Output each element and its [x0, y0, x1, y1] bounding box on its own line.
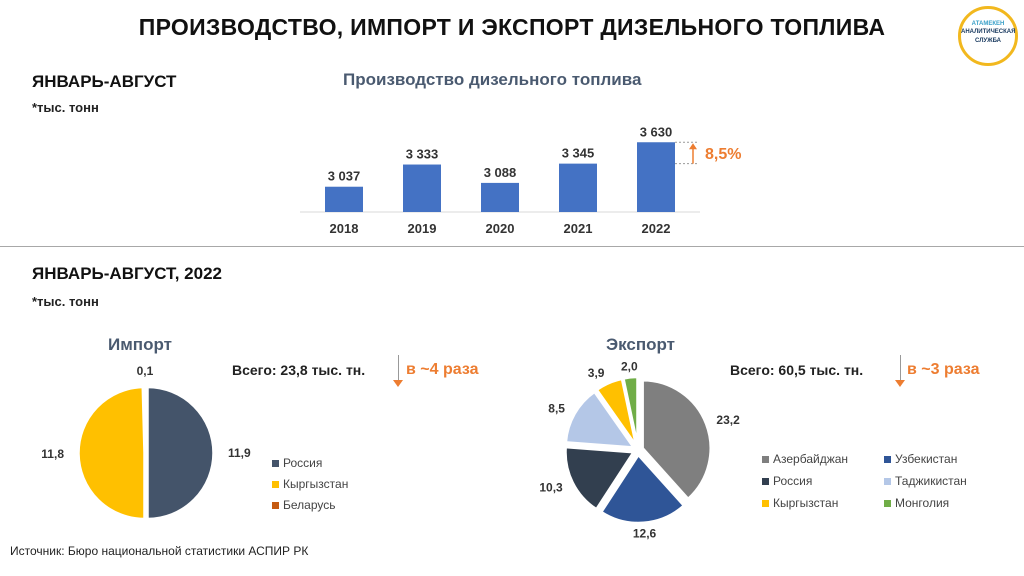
- pie-slice-Азербайджан: [641, 378, 712, 501]
- pie-value-label: 0,1: [137, 364, 154, 378]
- import-divider-line: [398, 355, 399, 385]
- legend-label: Россия: [283, 456, 322, 470]
- pie-slice-Россия: [564, 445, 636, 511]
- bar-category-label: 2022: [642, 221, 671, 236]
- pie-slice-Узбекистан: [599, 452, 686, 525]
- import-down-arrow-icon: [393, 380, 403, 387]
- pie-slice-Таджикистан: [564, 390, 637, 449]
- legend-label: Монголия: [895, 496, 949, 510]
- bar-category-label: 2018: [330, 221, 359, 236]
- bar-category-label: 2020: [486, 221, 515, 236]
- source-note: Источник: Бюро национальной статистики А…: [10, 544, 309, 558]
- pie-slice-Кыргызстан: [77, 385, 146, 521]
- bar-value-label: 3 333: [406, 147, 439, 162]
- legend-label: Таджикистан: [895, 474, 967, 488]
- logo-line-service: СЛУЖБА: [975, 38, 1001, 44]
- pie-slice-Беларусь: [142, 384, 148, 452]
- bar-2022: [637, 142, 675, 212]
- unit-label-bottom: *тыс. тонн: [32, 294, 99, 309]
- import-change: в ~4 раза: [406, 361, 479, 378]
- pie-value-label: 12,6: [633, 527, 657, 540]
- import-title: Импорт: [108, 335, 172, 354]
- legend-swatch: [272, 460, 279, 467]
- legend-swatch: [884, 456, 891, 463]
- bar-category-label: 2021: [564, 221, 593, 236]
- pie-value-label: 8,5: [548, 402, 565, 416]
- legend-swatch: [272, 502, 279, 509]
- page-title: ПРОИЗВОДСТВО, ИМПОРТ И ЭКСПОРТ ДИЗЕЛЬНОГ…: [138, 14, 886, 40]
- pie-value-label: 3,9: [588, 366, 605, 380]
- legend-label: Узбекистан: [895, 452, 957, 466]
- legend-label: Беларусь: [283, 498, 335, 512]
- import-legend: Россия Кыргызстан Беларусь: [272, 456, 348, 512]
- legend-swatch: [762, 456, 769, 463]
- bar-value-label: 3 630: [640, 124, 673, 139]
- pie-charts: 11,9 11,8 0,1 Россия Кыргызстан Беларусь 23,…: [41, 359, 967, 540]
- pie-slice-Кыргызстан: [595, 377, 638, 447]
- export-down-arrow-icon: [895, 380, 905, 387]
- bar-value-label: 3 088: [484, 165, 517, 180]
- change-arrow-head: [689, 143, 697, 150]
- legend-swatch: [272, 481, 279, 488]
- bar-2021: [559, 163, 597, 212]
- legend-label: Россия: [773, 474, 812, 488]
- production-chart-title: Производство дизельного топлива: [343, 70, 642, 89]
- logo-brand: АТАМЕКЕН: [971, 21, 1005, 27]
- pie-value-label: 11,9: [228, 446, 251, 460]
- legend-label: Кыргызстан: [283, 477, 348, 491]
- pie-slice-Монголия: [621, 375, 639, 446]
- import-pie-chart: 11,9 11,8 0,1: [41, 364, 251, 521]
- pie-value-label: 23,2: [716, 413, 740, 427]
- legend-label: Кыргызстан: [773, 496, 838, 510]
- atameken-logo: АТАМЕКЕН АНАЛИТИЧЕСКАЯ СЛУЖБА: [958, 6, 1018, 66]
- period-label-bottom: ЯНВАРЬ-АВГУСТ, 2022: [32, 264, 222, 283]
- bar-value-label: 3 037: [328, 169, 361, 184]
- unit-label-top: *тыс. тонн: [32, 100, 99, 115]
- export-pie-chart: 23,2 12,6 10,3 8,5 3,9 2,0: [539, 359, 740, 540]
- period-label-top: ЯНВАРЬ-АВГУСТ: [32, 72, 177, 91]
- pie-slice-Россия: [146, 385, 215, 521]
- legend-swatch: [762, 500, 769, 507]
- legend-swatch: [762, 478, 769, 485]
- export-legend: Азербайджан Узбекистан Россия Таджикистан Кы…: [762, 452, 967, 510]
- export-change: в ~3 раза: [907, 361, 980, 378]
- bar-2019: [403, 164, 441, 212]
- export-divider-line: [900, 355, 901, 385]
- logo-line-analytics: АНАЛИТИЧЕСКАЯ: [961, 29, 1016, 35]
- export-total: Всего: 60,5 тыс. тн.: [730, 362, 864, 378]
- import-total: Всего: 23,8 тыс. тн.: [232, 362, 366, 378]
- bar-category-label: 2019: [408, 221, 437, 236]
- production-bar-chart: 3 037 2018 3 333 2019 3 088 2020 3 345 2021 3 63…: [300, 124, 741, 236]
- pie-value-label: 11,8: [41, 447, 64, 461]
- bar-2020: [481, 182, 519, 212]
- pie-value-label: 2,0: [621, 359, 638, 373]
- section-divider: [0, 246, 1024, 247]
- legend-swatch: [884, 500, 891, 507]
- legend-swatch: [884, 478, 891, 485]
- bar-value-label: 3 345: [562, 146, 595, 161]
- bar-2018: [325, 186, 363, 212]
- change-percent-label: 8,5%: [705, 146, 741, 163]
- export-title: Экспорт: [606, 335, 675, 354]
- legend-label: Азербайджан: [773, 452, 848, 466]
- pie-value-label: 10,3: [539, 480, 563, 494]
